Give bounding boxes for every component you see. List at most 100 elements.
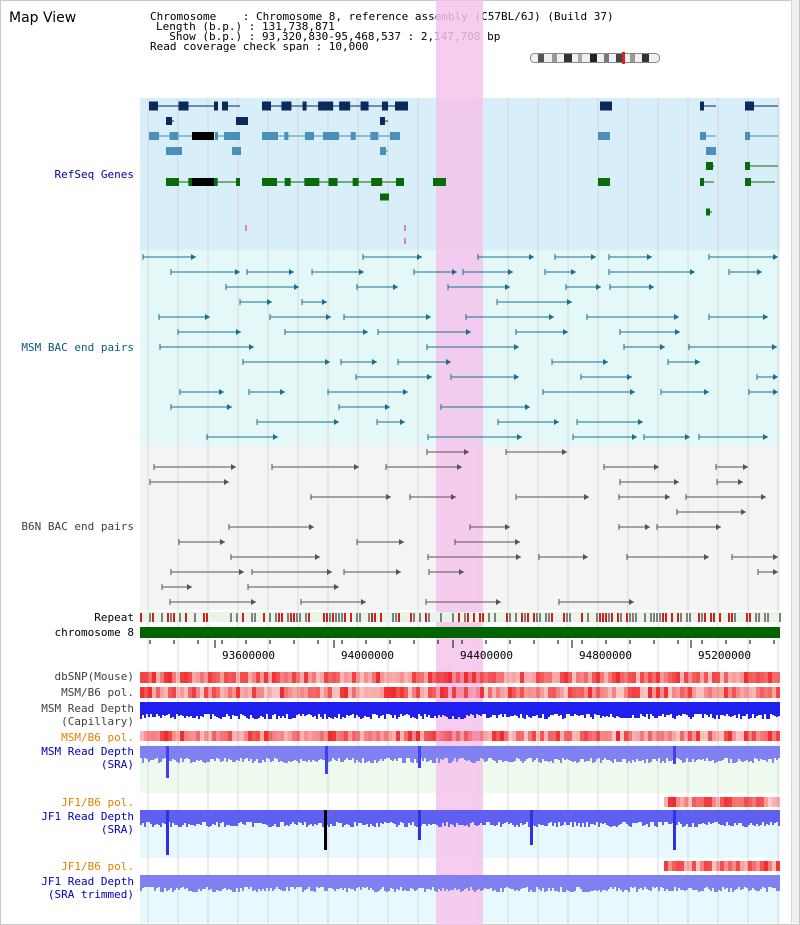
msm-sra-depth bbox=[362, 746, 364, 758]
jf1-trim-depth bbox=[508, 875, 510, 888]
jf1-sra-depth bbox=[336, 810, 338, 822]
msm-b6-pol2-cell bbox=[168, 731, 172, 741]
msm-b6-pol2-cell bbox=[328, 731, 332, 741]
jf1-b6-pol-cell bbox=[748, 797, 752, 807]
jf1-sra-depth bbox=[606, 810, 608, 825]
repeat-mark bbox=[275, 613, 277, 622]
highlight-band bbox=[436, 0, 483, 925]
msm-capillary-depth bbox=[344, 702, 346, 718]
jf1-sra-depth bbox=[596, 810, 598, 822]
repeat-mark bbox=[536, 613, 538, 622]
msm-b6-pol-cell bbox=[752, 687, 756, 698]
msm-capillary-depth bbox=[206, 702, 208, 714]
msm-b6-pol2-cell bbox=[172, 731, 176, 741]
msm-b6-pol2-cell bbox=[532, 731, 536, 741]
repeat-mark bbox=[161, 613, 163, 622]
repeat-mark bbox=[551, 613, 553, 622]
msm-sra-depth bbox=[402, 746, 404, 763]
msm-b6-pol-cell bbox=[484, 687, 488, 698]
msm-b6-pol-label-2[interactable]: MSM/B6 pol. bbox=[61, 731, 134, 744]
msm-b6-pol-cell bbox=[192, 687, 196, 698]
axis-tick-label: 95200000 bbox=[698, 649, 751, 662]
jf1-b6-pol-label-2[interactable]: JF1/B6 pol. bbox=[61, 860, 134, 873]
jf1-sra-depth bbox=[774, 810, 776, 823]
gene-exon bbox=[192, 178, 214, 186]
jf1-sra-depth bbox=[460, 810, 462, 825]
msm-b6-pol2-cell bbox=[708, 731, 712, 741]
msm-bac-pair-end bbox=[571, 269, 576, 275]
msm-sra-depth bbox=[292, 746, 294, 761]
msm-bac-pair-end bbox=[446, 359, 451, 365]
msm-sra-depth bbox=[252, 746, 254, 763]
jf1-sra-depth bbox=[276, 810, 278, 827]
dbsnp-label[interactable]: dbSNP(Mouse) bbox=[54, 670, 134, 683]
jf1-trim-depth bbox=[330, 875, 332, 888]
jf1-trim-depth bbox=[488, 875, 490, 889]
jf1-sra-depth bbox=[664, 810, 666, 822]
jf1-depth-trimmed-label[interactable]: JF1 Read Depth (SRA trimmed) bbox=[41, 875, 134, 901]
jf1-sra-depth bbox=[520, 810, 522, 823]
msm-bac-label[interactable]: MSM BAC end pairs bbox=[21, 341, 134, 354]
msm-capillary-depth bbox=[540, 702, 542, 718]
jf1-sra-depth bbox=[150, 810, 152, 824]
msm-b6-pol-cell bbox=[764, 687, 768, 698]
jf1-sra-depth bbox=[610, 810, 612, 827]
b6n-bac-label[interactable]: B6N BAC end pairs bbox=[21, 520, 134, 533]
msm-capillary-depth bbox=[174, 702, 176, 719]
dbsnp-cell bbox=[440, 672, 444, 683]
refseq-genes-label[interactable]: RefSeq Genes bbox=[54, 168, 134, 181]
jf1-sra-depth bbox=[612, 810, 614, 826]
jf1-b6-pol-label-1[interactable]: JF1/B6 pol. bbox=[61, 796, 134, 809]
msm-depth-capillary-label[interactable]: MSM Read Depth (Capillary) bbox=[41, 702, 134, 728]
repeat-mark bbox=[713, 613, 715, 622]
dbsnp-cell bbox=[232, 672, 236, 683]
gene-exon bbox=[178, 101, 189, 111]
jf1-sra-depth bbox=[620, 810, 622, 824]
msm-bac-pair-end bbox=[505, 284, 510, 290]
dbsnp-cell bbox=[640, 672, 644, 683]
vertical-scrollbar[interactable] bbox=[791, 0, 799, 923]
msm-b6-pol2-cell bbox=[220, 731, 224, 741]
repeat-mark bbox=[338, 613, 340, 622]
msm-capillary-depth bbox=[410, 702, 412, 718]
msm-capillary-depth bbox=[150, 702, 152, 714]
msm-b6-pol2-cell bbox=[412, 731, 416, 741]
msm-sra-depth bbox=[202, 746, 204, 762]
b6n-bac-pair-end bbox=[457, 464, 462, 470]
msm-b6-pol-label-1[interactable]: MSM/B6 pol. bbox=[61, 686, 134, 699]
jf1-sra-depth bbox=[570, 810, 572, 822]
msm-b6-pol-cell bbox=[712, 687, 716, 698]
jf1-depth-sra-label[interactable]: JF1 Read Depth (SRA) bbox=[41, 810, 134, 836]
jf1-sra-depth-spike bbox=[418, 810, 421, 840]
msm-depth-sra-label[interactable]: MSM Read Depth (SRA) bbox=[41, 745, 134, 771]
jf1-trim-depth bbox=[548, 875, 550, 888]
msm-sra-depth bbox=[724, 746, 726, 758]
jf1-trim-depth bbox=[494, 875, 496, 890]
msm-bac-pair-end bbox=[549, 314, 554, 320]
jf1-sra-depth bbox=[384, 810, 386, 822]
jf1-trim-depth bbox=[246, 875, 248, 887]
repeat-mark bbox=[206, 613, 208, 622]
jf1-trim-depth bbox=[368, 875, 370, 890]
msm-capillary-depth bbox=[496, 702, 498, 718]
msm-sra-depth bbox=[452, 746, 454, 761]
msm-sra-depth bbox=[458, 746, 460, 759]
dbsnp-cell bbox=[296, 672, 300, 683]
jf1-sra-depth bbox=[600, 810, 602, 823]
jf1-trim-depth bbox=[476, 875, 478, 890]
jf1-sra-depth bbox=[320, 810, 322, 823]
msm-b6-pol2-cell bbox=[260, 731, 264, 741]
repeat-mark bbox=[167, 613, 169, 622]
jf1-sra-depth bbox=[604, 810, 606, 823]
b6n-bac-pair-end bbox=[496, 599, 501, 605]
jf1-sra-depth bbox=[482, 810, 484, 825]
msm-b6-pol-cell bbox=[180, 687, 184, 698]
msm-sra-depth bbox=[670, 746, 672, 761]
jf1-trim-depth bbox=[588, 875, 590, 892]
jf1-b6-pol2-cell bbox=[752, 861, 756, 871]
msm-b6-pol2-cell bbox=[256, 731, 260, 741]
msm-b6-pol-cell bbox=[488, 687, 492, 698]
chromosome-ideogram[interactable] bbox=[530, 52, 660, 64]
msm-sra-depth bbox=[486, 746, 488, 761]
